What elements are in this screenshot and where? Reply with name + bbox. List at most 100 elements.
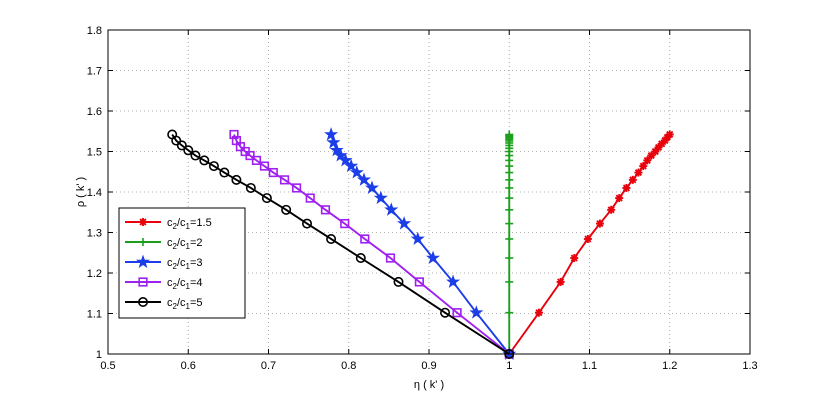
legend-entry: c2/c1=2: [125, 237, 203, 251]
data-point: [556, 277, 565, 286]
x-tick-label: 1.3: [742, 360, 757, 372]
data-point: [251, 155, 262, 166]
data-point: [634, 168, 643, 177]
y-tick-label: 1.4: [87, 187, 102, 199]
data-point: [425, 250, 441, 265]
legend-entry: c2/c1=1.5: [125, 217, 212, 231]
y-tick-label: 1.2: [87, 268, 102, 280]
data-point: [340, 218, 350, 229]
data-point: [245, 182, 256, 193]
legend-label: c2/c1=4: [167, 277, 203, 291]
data-point: [595, 219, 604, 228]
x-axis-label: η ( k' ): [414, 379, 444, 391]
data-point: [385, 253, 396, 263]
series-1: [505, 130, 674, 358]
data-point: [208, 161, 219, 172]
data-point: [607, 205, 616, 214]
data-point: [505, 183, 514, 192]
data-point: [324, 127, 339, 141]
data-point: [349, 165, 364, 179]
data-point: [583, 234, 592, 243]
data-point: [505, 194, 514, 203]
series-3: [324, 127, 517, 360]
data-point: [333, 148, 348, 162]
data-point: [329, 142, 344, 157]
data-point: [505, 175, 514, 184]
data-point: [183, 145, 194, 156]
data-point: [302, 218, 313, 229]
x-tick-label: 1.2: [662, 360, 677, 372]
legend-marker: [138, 277, 148, 287]
data-point: [240, 146, 250, 157]
data-point: [320, 205, 331, 215]
y-tick-label: 1.3: [87, 228, 102, 240]
data-point: [505, 254, 514, 263]
data-point: [229, 129, 239, 140]
legend-entry: c2/c1=5: [125, 296, 203, 311]
y-tick-label: 1.5: [87, 147, 102, 159]
y-tick-label: 1: [96, 349, 102, 361]
x-tick-label: 1: [506, 360, 512, 372]
data-point: [440, 307, 451, 318]
data-point: [360, 234, 370, 244]
y-tick-label: 1.6: [87, 106, 102, 118]
data-point: [279, 175, 290, 185]
data-point: [639, 162, 648, 171]
data-point: [268, 167, 278, 178]
data-point: [176, 140, 187, 151]
x-tick-label: 0.7: [261, 360, 276, 372]
data-point: [384, 202, 399, 216]
y-tick-label: 1.1: [87, 309, 102, 321]
data-point: [628, 175, 637, 184]
legend-marker: [139, 218, 147, 226]
legend-entry: c2/c1=3: [125, 254, 203, 271]
data-point: [373, 190, 388, 205]
data-point: [505, 130, 514, 139]
data-point: [505, 234, 514, 243]
legend-label: c2/c1=5: [167, 297, 203, 311]
data-point: [261, 193, 272, 204]
data-point: [570, 254, 579, 263]
series-layer: [167, 127, 674, 360]
data-point: [231, 135, 242, 146]
data-point: [534, 308, 543, 317]
data-point: [231, 174, 242, 185]
data-point: [665, 130, 674, 139]
data-point: [291, 183, 302, 193]
legend: c2/c1=1.5 c2/c1=2 c2/c1=3 c2/c1=4 c2/c1=5: [118, 207, 246, 319]
legend-marker: [139, 238, 147, 246]
data-point: [505, 308, 514, 317]
data-point: [452, 308, 462, 318]
data-point: [305, 193, 315, 203]
data-point: [505, 205, 514, 214]
data-point: [446, 274, 461, 288]
y-axis-label: ρ ( k' ): [75, 177, 87, 207]
data-point: [615, 194, 624, 203]
legend-marker: [135, 254, 151, 268]
x-tick-label: 1.1: [582, 360, 597, 372]
data-point: [505, 219, 514, 228]
series-line: [171, 133, 510, 355]
x-tick-label: 0.6: [181, 360, 196, 372]
legend-label: c2/c1=1.5: [167, 217, 212, 231]
x-tick-label: 0.8: [341, 360, 356, 372]
data-point: [397, 216, 412, 230]
data-point: [364, 180, 380, 194]
data-point: [326, 233, 337, 244]
data-point: [355, 253, 366, 264]
data-point: [167, 129, 178, 140]
x-tick-label: 0.5: [100, 360, 115, 372]
x-tick-label: 0.9: [421, 360, 436, 372]
data-point: [190, 150, 201, 161]
legend-marker: [138, 296, 149, 307]
legend-entry: c2/c1=4: [125, 277, 203, 291]
data-point: [281, 204, 292, 215]
data-point: [410, 231, 425, 245]
data-point: [414, 277, 424, 287]
data-point: [259, 161, 270, 171]
data-point: [469, 305, 484, 319]
data-point: [393, 276, 404, 287]
data-point: [219, 167, 230, 178]
data-point: [356, 172, 372, 186]
